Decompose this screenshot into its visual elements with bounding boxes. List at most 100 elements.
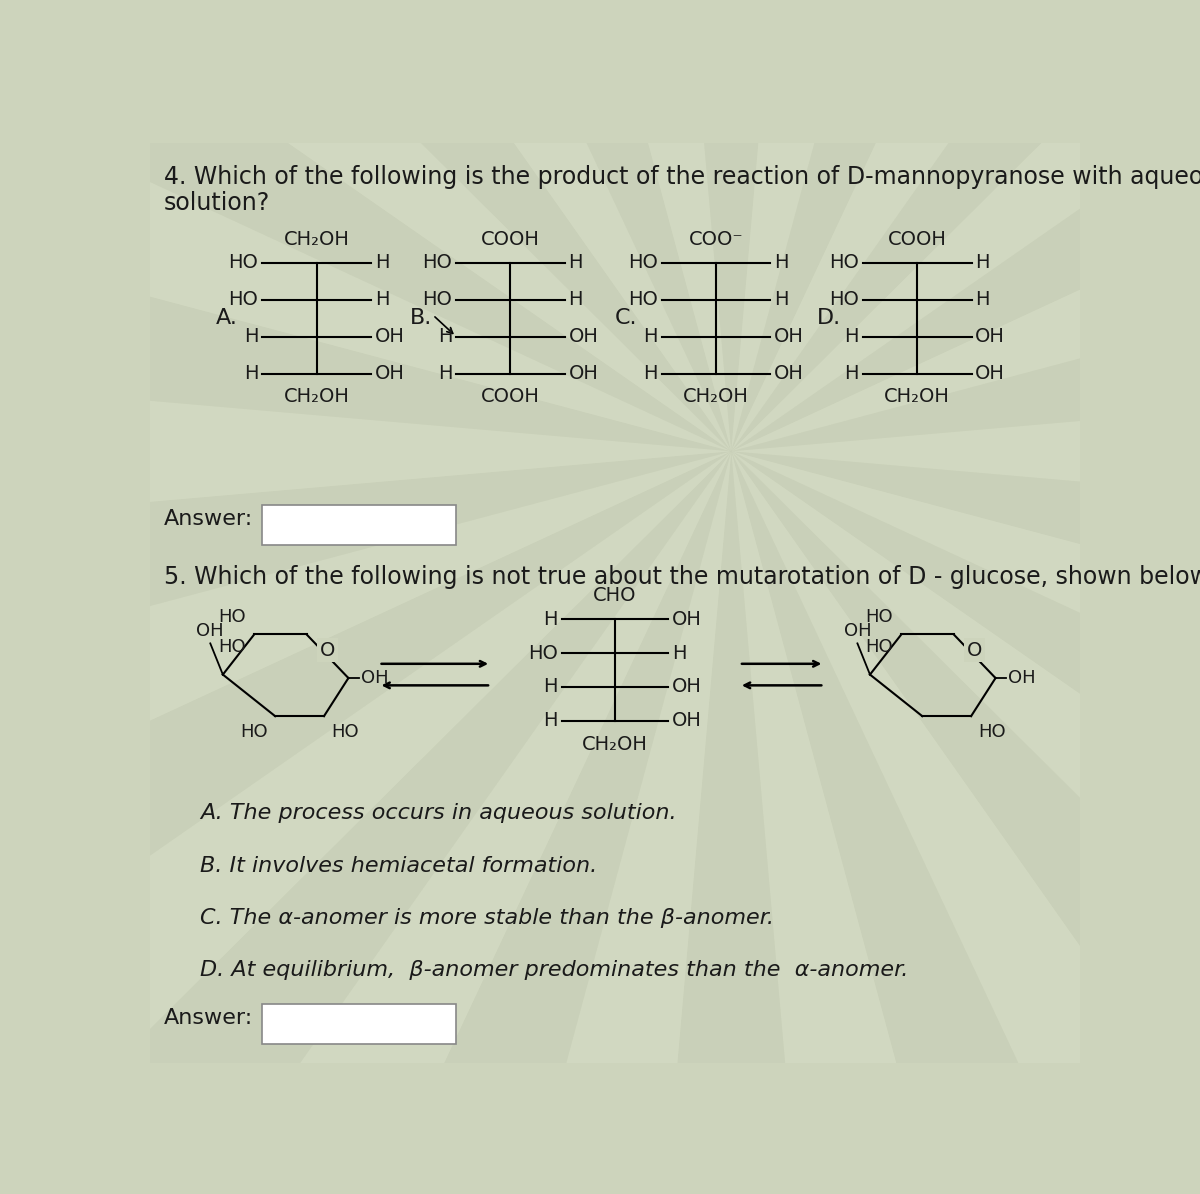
Text: H: H [374, 290, 389, 309]
Text: O: O [319, 640, 335, 659]
Polygon shape [370, 451, 731, 1194]
Text: HO: HO [240, 724, 268, 741]
Text: HO: HO [229, 253, 258, 272]
Polygon shape [0, 451, 731, 810]
Text: H: H [976, 290, 990, 309]
Polygon shape [0, 93, 731, 451]
Text: HO: HO [865, 638, 893, 656]
Polygon shape [142, 451, 731, 1194]
Text: H: H [774, 253, 788, 272]
Polygon shape [731, 451, 1200, 1194]
Text: D. At equilibrium,  β-anomer predominates than the  α-anomer.: D. At equilibrium, β-anomer predominates… [200, 960, 908, 980]
Text: H: H [643, 327, 658, 346]
Text: HO: HO [628, 290, 658, 309]
Text: HO: HO [218, 638, 246, 656]
Text: solution?: solution? [164, 191, 270, 215]
Polygon shape [731, 451, 1200, 1194]
Text: OH: OH [569, 364, 599, 383]
Polygon shape [610, 451, 853, 1194]
Polygon shape [0, 0, 731, 451]
Text: OH: OH [774, 327, 804, 346]
Text: OH: OH [672, 610, 702, 628]
Polygon shape [731, 0, 1200, 451]
Text: H: H [374, 253, 389, 272]
Text: Answer:: Answer: [164, 509, 253, 529]
Text: Answer:: Answer: [164, 1008, 253, 1028]
Text: HO: HO [978, 724, 1006, 741]
Bar [263, 505, 456, 546]
Text: H: H [845, 327, 859, 346]
Text: OH: OH [361, 669, 389, 687]
Text: H: H [438, 364, 452, 383]
Polygon shape [0, 451, 731, 1194]
Polygon shape [731, 93, 1200, 451]
Text: OH: OH [774, 364, 804, 383]
Text: OH: OH [672, 712, 702, 731]
Text: OH: OH [1008, 669, 1036, 687]
Text: CH₂OH: CH₂OH [683, 387, 749, 406]
Text: OH: OH [844, 622, 871, 640]
Text: D.: D. [816, 308, 841, 328]
Text: OH: OH [976, 364, 1006, 383]
Text: HO: HO [422, 253, 452, 272]
Text: H: H [244, 327, 258, 346]
Text: HO: HO [829, 253, 859, 272]
Text: HO: HO [865, 608, 893, 626]
Text: HO: HO [528, 644, 558, 663]
Polygon shape [731, 0, 1200, 451]
Text: OH: OH [976, 327, 1006, 346]
Text: 4. Which of the following is the product of the reaction of D-mannopyranose with: 4. Which of the following is the product… [164, 165, 1200, 189]
Text: O: O [967, 640, 983, 659]
Polygon shape [731, 0, 1200, 451]
Polygon shape [731, 0, 1200, 451]
Polygon shape [731, 451, 1200, 1194]
Polygon shape [731, 451, 1200, 1194]
Polygon shape [731, 0, 1092, 451]
Text: OH: OH [569, 327, 599, 346]
Text: H: H [643, 364, 658, 383]
Text: COOH: COOH [481, 387, 540, 406]
Text: H: H [672, 644, 686, 663]
Text: H: H [544, 712, 558, 731]
Text: CH₂OH: CH₂OH [884, 387, 950, 406]
Polygon shape [731, 0, 1200, 451]
Polygon shape [0, 451, 731, 1194]
Polygon shape [0, 0, 731, 451]
Polygon shape [731, 451, 1092, 1194]
Text: OH: OH [374, 327, 404, 346]
Bar [263, 1004, 456, 1045]
Text: OH: OH [672, 677, 702, 696]
Text: HO: HO [331, 724, 359, 741]
Text: CH₂OH: CH₂OH [582, 734, 648, 753]
Text: HO: HO [218, 608, 246, 626]
Text: A. The process occurs in aqueous solution.: A. The process occurs in aqueous solutio… [200, 804, 677, 823]
Polygon shape [0, 451, 731, 1194]
Polygon shape [731, 331, 1200, 572]
Text: CH₂OH: CH₂OH [283, 387, 349, 406]
Polygon shape [731, 451, 1200, 1038]
Text: A.: A. [216, 308, 238, 328]
Text: OH: OH [374, 364, 404, 383]
Polygon shape [0, 451, 731, 1038]
Text: H: H [976, 253, 990, 272]
Polygon shape [0, 331, 731, 572]
Polygon shape [0, 0, 731, 451]
Text: H: H [544, 677, 558, 696]
Text: H: H [774, 290, 788, 309]
Text: 5. Which of the following is not true about the mutarotation of D - glucose, sho: 5. Which of the following is not true ab… [164, 565, 1200, 590]
Polygon shape [610, 0, 853, 451]
Polygon shape [0, 0, 731, 451]
Text: C. The α-anomer is more stable than the β-anomer.: C. The α-anomer is more stable than the … [200, 907, 774, 928]
Polygon shape [0, 0, 731, 451]
Text: B.: B. [409, 308, 432, 328]
Text: OH: OH [197, 622, 224, 640]
Text: H: H [845, 364, 859, 383]
Polygon shape [731, 0, 1200, 451]
Text: HO: HO [829, 290, 859, 309]
Text: H: H [244, 364, 258, 383]
Text: B. It involves hemiacetal formation.: B. It involves hemiacetal formation. [200, 856, 598, 875]
Text: H: H [569, 290, 583, 309]
Text: H: H [438, 327, 452, 346]
Text: H: H [569, 253, 583, 272]
Text: COOH: COOH [481, 229, 540, 248]
